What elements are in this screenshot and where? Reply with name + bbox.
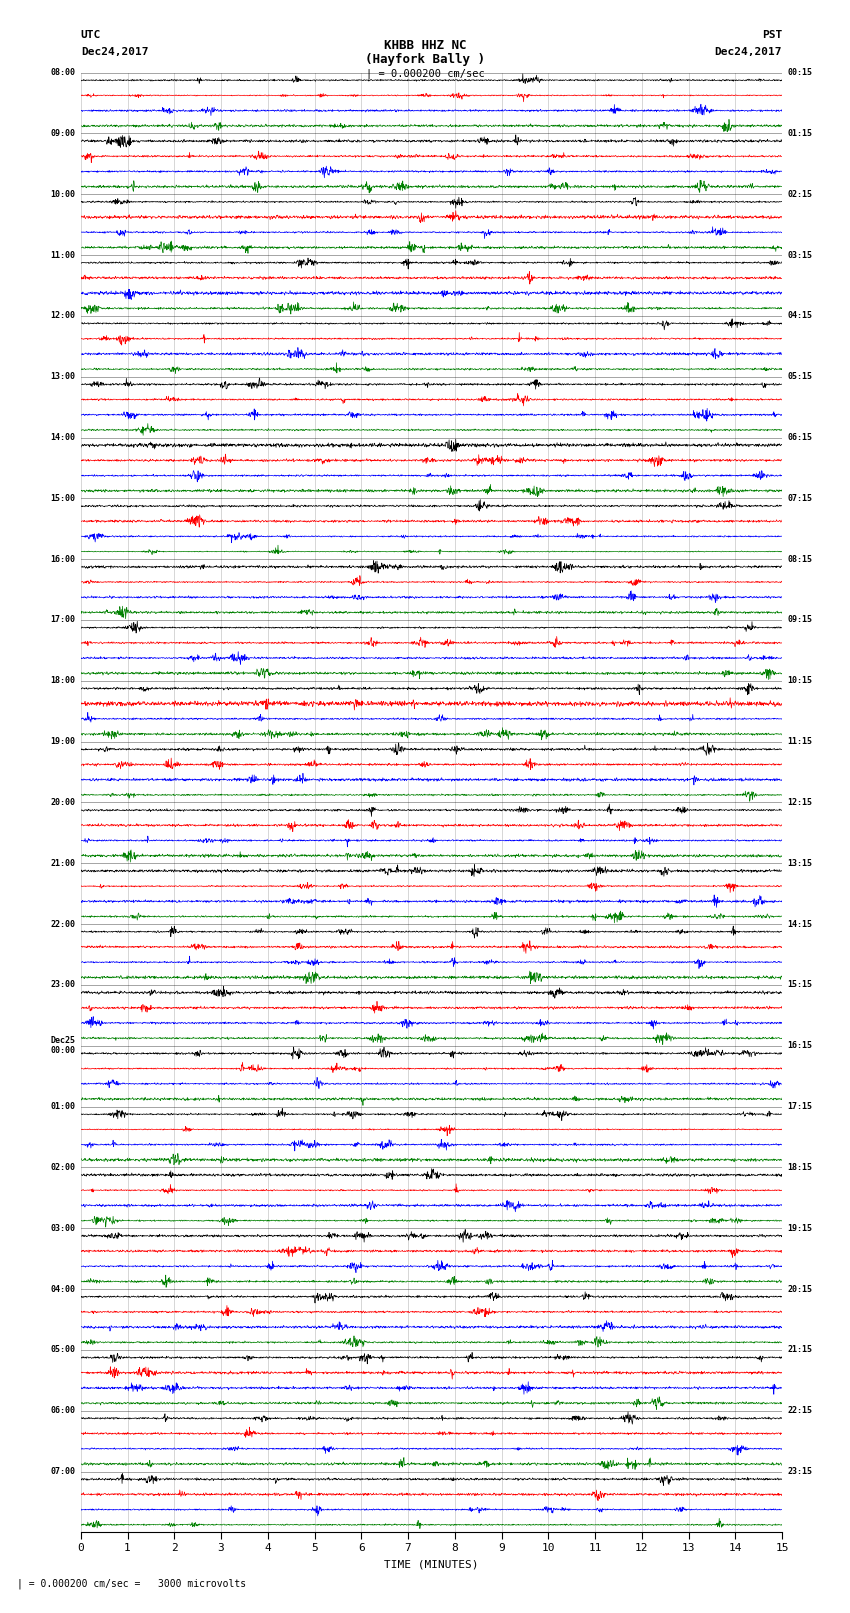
Text: 10:00: 10:00	[50, 190, 75, 198]
Text: 04:15: 04:15	[788, 311, 813, 321]
Text: KHBB HHZ NC: KHBB HHZ NC	[383, 39, 467, 52]
Text: 14:15: 14:15	[788, 919, 813, 929]
Text: 13:15: 13:15	[788, 858, 813, 868]
Text: 21:00: 21:00	[50, 858, 75, 868]
Text: 16:00: 16:00	[50, 555, 75, 563]
Text: 00:15: 00:15	[788, 68, 813, 77]
Text: 09:15: 09:15	[788, 616, 813, 624]
X-axis label: TIME (MINUTES): TIME (MINUTES)	[384, 1560, 479, 1569]
Text: 08:15: 08:15	[788, 555, 813, 563]
Text: 03:15: 03:15	[788, 250, 813, 260]
Text: 21:15: 21:15	[788, 1345, 813, 1355]
Text: 17:00: 17:00	[50, 616, 75, 624]
Text: Dec24,2017: Dec24,2017	[715, 47, 782, 56]
Text: 19:15: 19:15	[788, 1224, 813, 1232]
Text: 23:00: 23:00	[50, 981, 75, 989]
Text: 23:15: 23:15	[788, 1468, 813, 1476]
Text: 02:00: 02:00	[50, 1163, 75, 1173]
Text: 10:15: 10:15	[788, 676, 813, 686]
Text: UTC: UTC	[81, 31, 101, 40]
Text: 07:00: 07:00	[50, 1468, 75, 1476]
Text: 16:15: 16:15	[788, 1042, 813, 1050]
Text: 02:15: 02:15	[788, 190, 813, 198]
Text: 06:15: 06:15	[788, 432, 813, 442]
Text: Dec24,2017: Dec24,2017	[81, 47, 148, 56]
Text: 20:15: 20:15	[788, 1284, 813, 1294]
Text: 11:15: 11:15	[788, 737, 813, 747]
Text: | = 0.000200 cm/sec: | = 0.000200 cm/sec	[366, 69, 484, 79]
Text: 14:00: 14:00	[50, 432, 75, 442]
Text: 18:00: 18:00	[50, 676, 75, 686]
Text: 19:00: 19:00	[50, 737, 75, 747]
Text: 15:15: 15:15	[788, 981, 813, 989]
Text: 01:00: 01:00	[50, 1102, 75, 1111]
Text: 09:00: 09:00	[50, 129, 75, 137]
Text: 11:00: 11:00	[50, 250, 75, 260]
Text: 06:00: 06:00	[50, 1407, 75, 1415]
Text: 01:15: 01:15	[788, 129, 813, 137]
Text: 07:15: 07:15	[788, 494, 813, 503]
Text: Dec25
00:00: Dec25 00:00	[50, 1036, 75, 1055]
Text: 22:00: 22:00	[50, 919, 75, 929]
Text: PST: PST	[762, 31, 782, 40]
Text: 22:15: 22:15	[788, 1407, 813, 1415]
Text: (Hayfork Bally ): (Hayfork Bally )	[365, 53, 485, 66]
Text: 20:00: 20:00	[50, 798, 75, 806]
Text: 18:15: 18:15	[788, 1163, 813, 1173]
Text: 12:00: 12:00	[50, 311, 75, 321]
Text: 13:00: 13:00	[50, 373, 75, 381]
Text: 17:15: 17:15	[788, 1102, 813, 1111]
Text: 05:15: 05:15	[788, 373, 813, 381]
Text: 04:00: 04:00	[50, 1284, 75, 1294]
Text: | = 0.000200 cm/sec =   3000 microvolts: | = 0.000200 cm/sec = 3000 microvolts	[17, 1579, 246, 1589]
Text: 15:00: 15:00	[50, 494, 75, 503]
Text: 05:00: 05:00	[50, 1345, 75, 1355]
Text: 08:00: 08:00	[50, 68, 75, 77]
Text: 03:00: 03:00	[50, 1224, 75, 1232]
Text: 12:15: 12:15	[788, 798, 813, 806]
